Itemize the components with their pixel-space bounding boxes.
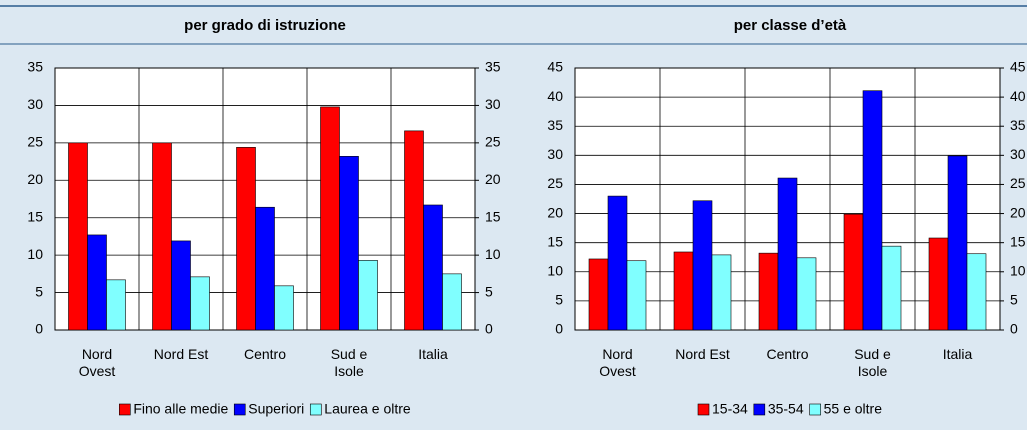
x-tick-label: Nord Ovest [599,346,636,379]
legend: 15-34 35-54 55 e oltre [697,401,883,417]
bar [607,195,628,331]
x-tick-label: Italia [418,346,448,362]
bar [626,260,647,331]
y-tick-label: 20 [547,204,563,220]
bar [423,204,443,331]
y2-tick-label: 10 [485,246,501,262]
y-tick-label: 10 [547,262,563,278]
y2-tick-label: 20 [485,171,501,187]
legend-swatch [233,403,246,416]
bar [442,273,462,331]
x-tick-label: Centro [766,346,809,362]
y2-tick-label: 30 [1010,146,1026,162]
bar [274,285,294,331]
legend-label: 35-54 [768,401,804,417]
bar [171,240,191,331]
y-tick-label: 0 [35,321,43,337]
bar [68,142,88,331]
x-tick-label: Centro [243,346,287,362]
bar [692,200,713,331]
bar [947,155,968,331]
y2-tick-label: 25 [485,134,501,150]
legend: Fino alle medie Superiori Laurea e oltre [119,401,411,417]
y2-tick-label: 5 [485,283,493,299]
bar [966,253,987,331]
y2-tick-label: 15 [1010,233,1026,249]
legend-label: Laurea e oltre [324,401,411,417]
y-tick-label: 20 [27,171,43,187]
y2-tick-label: 40 [1010,88,1026,104]
y2-tick-label: 5 [1010,292,1018,308]
y2-tick-label: 10 [1010,262,1026,278]
y-tick-label: 5 [35,283,43,299]
y2-tick-label: 0 [485,321,493,337]
legend-label: Superiori [248,401,304,417]
y-tick-label: 35 [547,117,563,133]
bar [928,237,949,331]
bar [404,130,424,331]
bar [673,251,694,331]
bar [881,245,902,331]
y2-tick-label: 25 [1010,175,1026,191]
y-tick-label: 45 [547,59,563,75]
legend-label: 15-34 [712,401,748,417]
y-tick-label: 5 [555,292,563,308]
bar [843,213,864,331]
bar [190,276,210,331]
bar [588,258,609,331]
x-tick-label: Nord Ovest [78,346,116,379]
y-tick-label: 25 [27,134,43,150]
x-tick-label: Sud e Isole [330,346,368,379]
legend-label: Fino alle medie [133,401,228,417]
y2-tick-label: 30 [485,96,501,112]
bar [106,279,126,331]
y2-tick-label: 35 [1010,117,1026,133]
bar [87,234,107,331]
bar [711,254,732,331]
y-tick-label: 30 [547,146,563,162]
y2-tick-label: 35 [485,59,501,75]
x-tick-label: Sud e Isole [854,346,891,379]
legend-swatch [809,403,821,416]
bar [339,156,359,331]
y-tick-label: 15 [27,208,43,224]
bar [152,142,172,331]
legend-label: 55 e oltre [824,401,883,417]
y-tick-label: 10 [27,246,43,262]
bar [358,260,378,331]
y2-tick-label: 0 [1010,321,1018,337]
legend-swatch [119,403,131,416]
legend-swatch [753,403,766,416]
chart-title: per classe d’età [734,17,847,34]
y-tick-label: 15 [547,233,563,249]
bar [777,177,798,331]
bar [796,257,817,331]
bar [255,206,275,331]
y-tick-label: 35 [27,59,43,75]
y2-tick-label: 20 [1010,204,1026,220]
y2-tick-label: 15 [485,208,501,224]
y-tick-label: 40 [547,88,563,104]
bar [758,252,779,331]
y2-tick-label: 45 [1010,59,1026,75]
chart-title: per grado di istruzione [184,17,346,34]
x-tick-label: Nord Est [675,346,730,362]
y-tick-label: 30 [27,96,43,112]
x-tick-label: Nord Est [153,346,209,362]
y-tick-label: 25 [547,175,563,191]
bar [862,90,883,331]
legend-swatch [697,403,710,416]
y-tick-label: 0 [555,321,563,337]
bar [320,106,340,331]
legend-swatch [309,403,322,416]
bar [236,147,256,331]
x-tick-label: Italia [942,346,973,362]
